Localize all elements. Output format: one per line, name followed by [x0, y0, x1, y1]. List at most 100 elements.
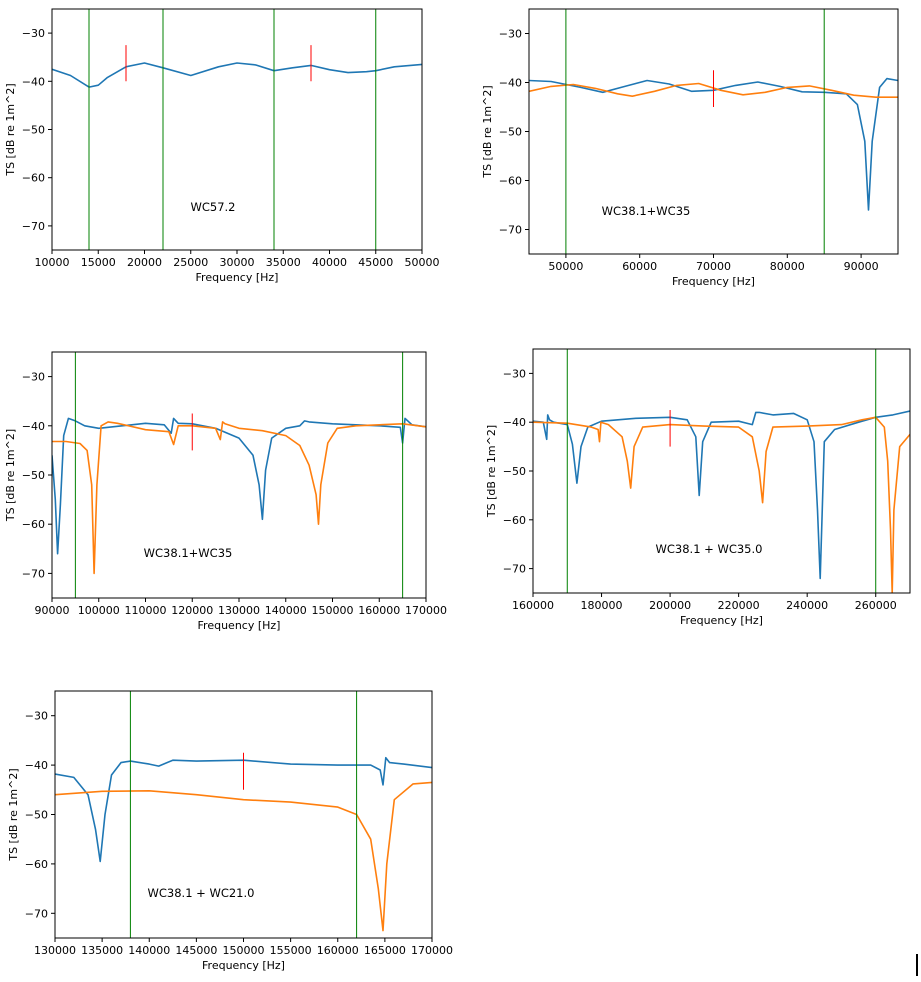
x-tick-label: 165000	[364, 944, 406, 957]
x-tick-label: 25000	[173, 256, 208, 269]
y-tick-label: −70	[503, 563, 526, 576]
y-tick-label: −70	[499, 224, 522, 237]
x-tick-label: 200000	[649, 599, 691, 612]
y-axis-label: TS [dB re 1m^2]	[485, 425, 498, 518]
plot-area	[55, 691, 432, 938]
x-tick-label: 150000	[223, 944, 265, 957]
y-tick-label: −60	[22, 172, 45, 185]
series-line-orange	[55, 781, 432, 932]
x-axis-label: Frequency [Hz]	[198, 619, 281, 632]
x-tick-label: 140000	[265, 604, 307, 617]
y-tick-label: −30	[22, 27, 45, 40]
x-tick-label: 50000	[405, 256, 440, 269]
plot-annotation: WC38.1 + WC35.0	[656, 542, 763, 556]
y-axis-label: TS [dB re 1m^2]	[4, 83, 17, 176]
series-line-blue	[52, 62, 422, 88]
plot-annotation: WC57.2	[190, 200, 235, 214]
y-tick-label: −40	[22, 420, 45, 433]
plot-area	[52, 352, 426, 598]
y-tick-label: −30	[499, 28, 522, 41]
series-line-blue	[529, 77, 898, 211]
plot-frame	[51, 351, 427, 599]
y-tick-label: −70	[22, 220, 45, 233]
plot-area	[52, 9, 422, 250]
x-tick-label: 40000	[312, 256, 347, 269]
x-tick-label: 30000	[220, 256, 255, 269]
plot-frame	[51, 8, 423, 251]
series-line-orange	[529, 82, 898, 98]
y-axis-label: TS [dB re 1m^2]	[7, 768, 20, 861]
series-line-blue	[52, 417, 426, 555]
x-tick-label: 120000	[171, 604, 213, 617]
x-tick-label: 80000	[770, 260, 805, 273]
x-axis-label: Frequency [Hz]	[196, 271, 279, 284]
y-tick-label: −30	[25, 710, 48, 723]
y-tick-label: −70	[25, 907, 48, 920]
x-tick-label: 100000	[78, 604, 120, 617]
chart-panel-5: 130000 135000 140000 145000 150000 155000 1600…	[7, 690, 453, 972]
x-axis-label: Frequency [Hz]	[202, 959, 285, 972]
chart-panel-4: 160000 180000 200000 220000 240000 260000 −30 −…	[485, 348, 911, 627]
x-tick-label: 70000	[696, 260, 731, 273]
x-tick-label: 260000	[855, 599, 897, 612]
plot-annotation: WC38.1+WC35	[144, 546, 233, 560]
x-tick-label: 15000	[81, 256, 116, 269]
series-line-orange	[533, 416, 910, 593]
plot-frame	[532, 348, 911, 594]
y-axis-label: TS [dB re 1m^2]	[4, 429, 17, 522]
x-tick-label: 135000	[81, 944, 123, 957]
x-tick-label: 160000	[358, 604, 400, 617]
x-tick-label: 10000	[35, 256, 70, 269]
x-axis-label: Frequency [Hz]	[672, 275, 755, 288]
x-tick-label: 155000	[270, 944, 312, 957]
x-tick-label: 90000	[844, 260, 879, 273]
plot-area	[529, 9, 898, 254]
y-tick-label: −50	[25, 809, 48, 822]
x-tick-label: 110000	[125, 604, 167, 617]
y-tick-label: −50	[503, 465, 526, 478]
plot-annotation: WC38.1+WC35	[602, 204, 691, 218]
x-tick-label: 145000	[175, 944, 217, 957]
x-tick-label: 170000	[405, 604, 447, 617]
plot-area	[533, 349, 910, 593]
chart-panel-3: 90000 100000 110000 120000 130000 140000 15000…	[4, 351, 447, 632]
y-tick-label: −50	[22, 469, 45, 482]
edge-bar	[916, 954, 918, 976]
y-tick-label: −60	[499, 175, 522, 188]
y-tick-label: −40	[499, 77, 522, 90]
series-line-blue	[55, 756, 432, 863]
y-tick-label: −40	[25, 759, 48, 772]
x-tick-label: 45000	[358, 256, 393, 269]
x-tick-label: 20000	[127, 256, 162, 269]
x-tick-label: 90000	[35, 604, 70, 617]
y-tick-label: −30	[503, 367, 526, 380]
y-tick-label: −70	[22, 567, 45, 580]
plot-frame	[54, 690, 433, 939]
y-tick-label: −50	[499, 126, 522, 139]
x-tick-label: 220000	[718, 599, 760, 612]
x-tick-label: 180000	[581, 599, 623, 612]
x-tick-label: 130000	[218, 604, 260, 617]
plot-frame	[528, 8, 899, 255]
x-tick-label: 160000	[512, 599, 554, 612]
y-tick-label: −60	[503, 514, 526, 527]
x-tick-label: 240000	[786, 599, 828, 612]
x-tick-label: 170000	[411, 944, 453, 957]
x-tick-label: 60000	[622, 260, 657, 273]
y-tick-label: −50	[22, 124, 45, 137]
y-tick-label: −30	[22, 371, 45, 384]
x-axis-label: Frequency [Hz]	[680, 614, 763, 627]
plot-annotation: WC38.1 + WC21.0	[148, 886, 255, 900]
series-line-orange	[52, 421, 426, 575]
y-axis-label: TS [dB re 1m^2]	[481, 85, 494, 178]
y-tick-label: −60	[25, 858, 48, 871]
x-tick-label: 140000	[128, 944, 170, 957]
y-tick-label: −40	[503, 416, 526, 429]
chart-panel-1: 10000 15000 20000 25000 30000 35000 40000 45000…	[4, 8, 440, 284]
x-tick-label: 50000	[548, 260, 583, 273]
x-tick-label: 160000	[317, 944, 359, 957]
chart-panel-2: 50000 60000 70000 80000 90000 −30 −40 −50 −60 −70…	[481, 8, 899, 288]
x-tick-label: 150000	[312, 604, 354, 617]
y-tick-label: −40	[22, 75, 45, 88]
y-tick-label: −60	[22, 518, 45, 531]
